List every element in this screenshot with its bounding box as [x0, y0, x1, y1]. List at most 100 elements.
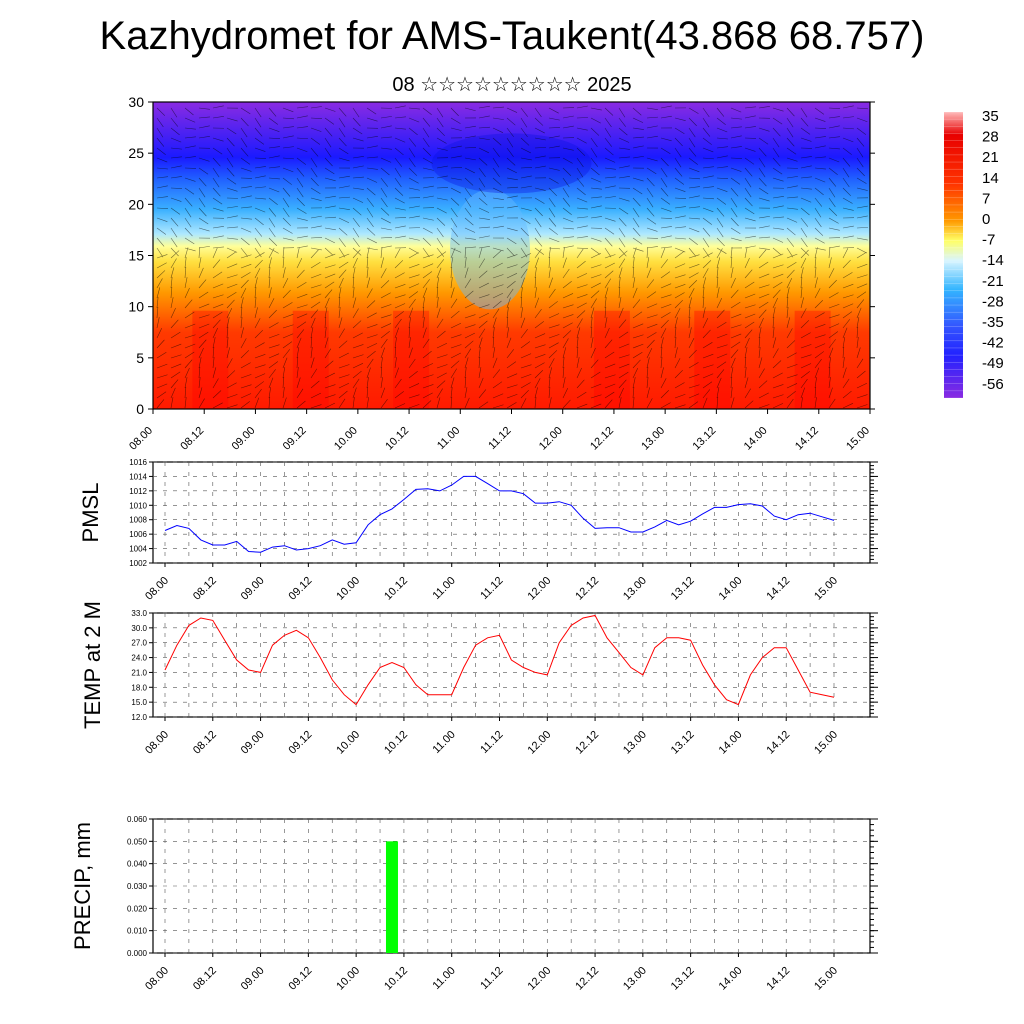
wind-barb — [814, 217, 822, 228]
wind-barb — [338, 107, 347, 117]
wind-barb — [814, 136, 826, 139]
wind-barb — [408, 167, 418, 176]
wind-barb — [534, 354, 546, 359]
wind-barb — [828, 257, 832, 269]
wind-barb — [814, 300, 823, 309]
wind-barb — [436, 277, 440, 289]
wind-barb — [660, 319, 669, 329]
wind-barb — [408, 370, 418, 379]
wind-barb — [646, 167, 657, 175]
wind-barb — [772, 253, 784, 259]
wind-barb — [450, 117, 461, 124]
x-tick-label: 12.00 — [525, 575, 553, 603]
wind-barb — [156, 287, 161, 299]
wind-barb — [814, 324, 826, 329]
wind-barb — [744, 293, 756, 299]
wind-barb — [604, 262, 615, 269]
wind-barb — [450, 368, 457, 379]
wind-barb — [282, 349, 291, 359]
wind-barb — [786, 297, 789, 309]
wind-barb — [464, 135, 476, 139]
wind-barb — [772, 157, 781, 167]
wind-barb — [184, 311, 195, 319]
wind-barb — [282, 367, 286, 379]
wind-barb — [408, 252, 419, 259]
wind-barb — [828, 247, 831, 259]
wind-barb — [716, 107, 725, 117]
wind-barb — [730, 146, 742, 149]
wind-barb — [576, 310, 586, 319]
wind-barb — [170, 250, 180, 259]
wind-barb — [646, 303, 658, 309]
wind-barb — [534, 107, 542, 118]
wind-barb — [240, 338, 247, 349]
wind-barb — [702, 307, 706, 319]
wind-barb — [408, 215, 420, 219]
y-tick-label: 33.0 — [131, 609, 147, 618]
x-tick-label: 10.12 — [383, 425, 411, 453]
wind-barb — [352, 217, 360, 227]
wind-barb — [604, 237, 613, 247]
wind-barb — [226, 327, 229, 339]
wind-barb — [212, 116, 224, 119]
wind-barb — [436, 197, 448, 201]
wind-barb — [772, 117, 783, 125]
colorbar-label: -49 — [982, 355, 1004, 372]
wind-barb — [604, 339, 613, 349]
x-tick-label: 08.00 — [143, 575, 171, 603]
wind-barb — [478, 304, 490, 309]
wind-barb — [380, 292, 391, 299]
wind-barb — [632, 387, 635, 399]
wind-barb — [184, 277, 188, 289]
wind-barb — [310, 293, 322, 299]
wind-barb — [478, 282, 489, 289]
wind-barb — [296, 321, 307, 329]
wind-barb — [828, 207, 838, 216]
wind-barb — [520, 329, 528, 339]
wind-barb — [758, 309, 767, 319]
wind-barb — [786, 277, 793, 289]
wind-barb — [604, 157, 616, 163]
wind-barb — [282, 387, 285, 399]
grid — [153, 461, 870, 564]
wind-barb — [324, 247, 334, 256]
wind-barb — [464, 348, 472, 359]
wind-barb — [324, 360, 334, 369]
wind-barb — [856, 252, 867, 259]
wind-barb — [506, 195, 518, 199]
wind-barb — [436, 187, 449, 189]
wind-barb — [828, 167, 838, 176]
wind-barb — [758, 147, 767, 157]
wind-barb — [688, 127, 696, 138]
wind-barb — [184, 387, 187, 399]
wind-barb — [520, 398, 527, 409]
wind-barb — [548, 277, 553, 289]
wind-barb — [632, 287, 638, 299]
wind-barb — [800, 227, 808, 238]
wind-barb — [170, 176, 182, 179]
wind-barb — [338, 137, 347, 147]
wind-barb — [646, 398, 653, 409]
wind-barb — [716, 127, 728, 133]
wind-barb — [646, 177, 655, 187]
wind-barb — [730, 257, 733, 269]
wind-barb — [604, 137, 612, 147]
wind-barb — [800, 363, 812, 369]
wind-barb — [170, 137, 182, 143]
wind-barb — [702, 107, 710, 118]
wind-barb — [730, 237, 742, 242]
wind-barb — [604, 374, 616, 379]
wind-barb — [240, 279, 249, 289]
wind-barb — [786, 157, 798, 162]
wind-barb — [436, 251, 447, 259]
wind-barb — [226, 187, 238, 192]
wind-barb — [716, 217, 724, 228]
wind-barb — [464, 324, 476, 329]
wind-barb — [674, 127, 685, 134]
wind-barb — [590, 137, 598, 148]
wind-barb — [688, 288, 695, 299]
wind-barb — [758, 177, 767, 187]
wind-barb — [800, 197, 812, 203]
wind-barb — [618, 387, 624, 399]
